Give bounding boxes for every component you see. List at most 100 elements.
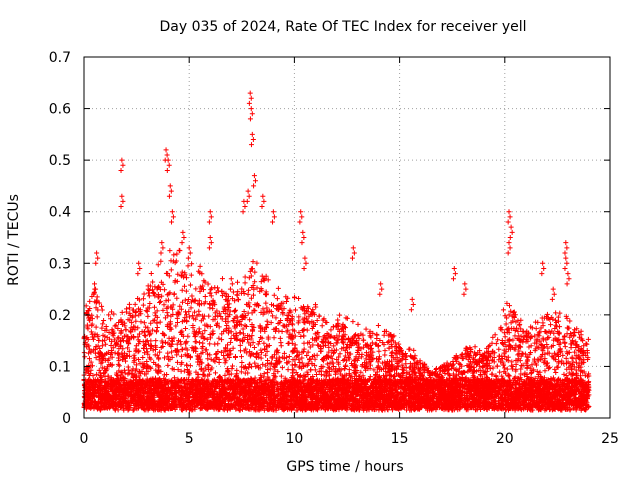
data-point — [185, 263, 191, 269]
data-point — [200, 283, 206, 289]
data-point — [151, 304, 157, 310]
data-point — [500, 307, 506, 313]
data-point — [147, 300, 153, 306]
data-point — [190, 325, 196, 331]
data-point — [110, 345, 116, 351]
data-point — [386, 338, 392, 344]
data-point — [240, 339, 246, 345]
data-point — [161, 302, 167, 308]
data-point — [203, 365, 209, 371]
data-point — [87, 298, 93, 304]
data-point — [533, 326, 539, 332]
data-point — [277, 335, 283, 341]
data-point — [248, 295, 254, 301]
data-point — [141, 342, 147, 348]
data-point — [237, 342, 243, 348]
data-point — [450, 371, 456, 377]
data-point — [585, 336, 591, 342]
data-point — [169, 354, 175, 360]
data-point — [174, 359, 180, 365]
data-point — [238, 369, 244, 375]
data-point — [148, 320, 154, 326]
data-point — [144, 308, 150, 314]
data-point — [586, 379, 592, 385]
data-point — [304, 369, 310, 375]
data-point — [561, 371, 567, 377]
data-point — [548, 322, 554, 328]
data-point — [230, 289, 236, 295]
data-point — [293, 307, 299, 313]
data-point — [296, 330, 302, 336]
data-point — [130, 407, 136, 413]
data-point — [96, 367, 102, 373]
data-point — [179, 287, 185, 293]
data-point — [552, 366, 558, 372]
data-point — [197, 340, 203, 346]
data-point — [355, 321, 361, 327]
data-point — [237, 330, 243, 336]
data-point — [154, 328, 160, 334]
data-point — [109, 354, 115, 360]
data-point — [292, 295, 298, 301]
data-point — [279, 329, 285, 335]
data-point — [182, 315, 188, 321]
data-point — [88, 367, 94, 373]
data-point — [578, 373, 584, 379]
data-point — [142, 350, 148, 356]
data-point — [167, 248, 173, 254]
data-point — [130, 374, 136, 380]
data-point — [174, 295, 180, 301]
chart-title: Day 035 of 2024, Rate Of TEC Index for r… — [159, 19, 526, 35]
data-point — [141, 320, 147, 326]
data-point — [183, 325, 189, 331]
data-point — [247, 317, 253, 323]
data-point — [279, 365, 285, 371]
data-point — [544, 341, 550, 347]
grid-lines — [84, 57, 610, 418]
data-point — [324, 361, 330, 367]
data-point — [264, 370, 270, 376]
data-point — [382, 352, 388, 358]
data-point — [99, 303, 105, 309]
data-point — [299, 355, 305, 361]
data-point — [528, 370, 534, 376]
data-point — [115, 335, 121, 341]
data-point — [275, 285, 281, 291]
data-point — [192, 339, 198, 345]
data-point — [261, 340, 267, 346]
data-point — [135, 325, 141, 331]
data-point — [382, 348, 388, 354]
data-point — [113, 322, 119, 328]
data-point — [140, 296, 146, 302]
data-point — [199, 365, 205, 371]
data-point — [128, 329, 134, 335]
data-point — [158, 258, 164, 264]
data-point — [375, 323, 381, 329]
data-point — [136, 356, 142, 362]
data-point — [363, 326, 369, 332]
data-point — [189, 293, 195, 299]
data-point — [99, 325, 105, 331]
data-point — [313, 304, 319, 310]
data-point — [278, 340, 284, 346]
data-point — [273, 315, 279, 321]
data-point — [179, 269, 185, 275]
data-point — [181, 283, 187, 289]
data-point — [328, 327, 334, 333]
data-point — [154, 324, 160, 330]
data-point — [504, 366, 510, 372]
data-point — [492, 332, 498, 338]
data-point — [563, 355, 569, 361]
data-point — [518, 317, 524, 323]
data-point — [264, 305, 270, 311]
data-point — [574, 360, 580, 366]
data-point — [187, 282, 193, 288]
data-point — [123, 327, 129, 333]
data-point — [186, 314, 192, 320]
data-points — [81, 90, 592, 413]
data-point — [260, 306, 266, 312]
data-point — [501, 330, 507, 336]
data-point — [567, 318, 573, 324]
data-point — [321, 372, 327, 378]
